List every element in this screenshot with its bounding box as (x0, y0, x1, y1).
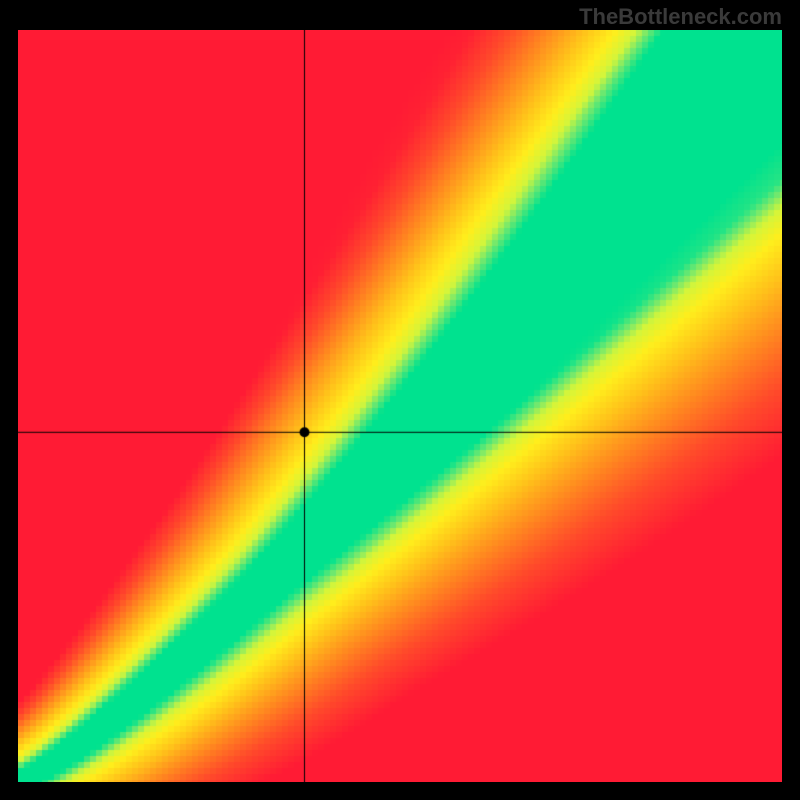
heatmap-plot (18, 30, 782, 782)
chart-container: TheBottleneck.com (0, 0, 800, 800)
watermark-text: TheBottleneck.com (579, 4, 782, 30)
heatmap-canvas (18, 30, 782, 782)
